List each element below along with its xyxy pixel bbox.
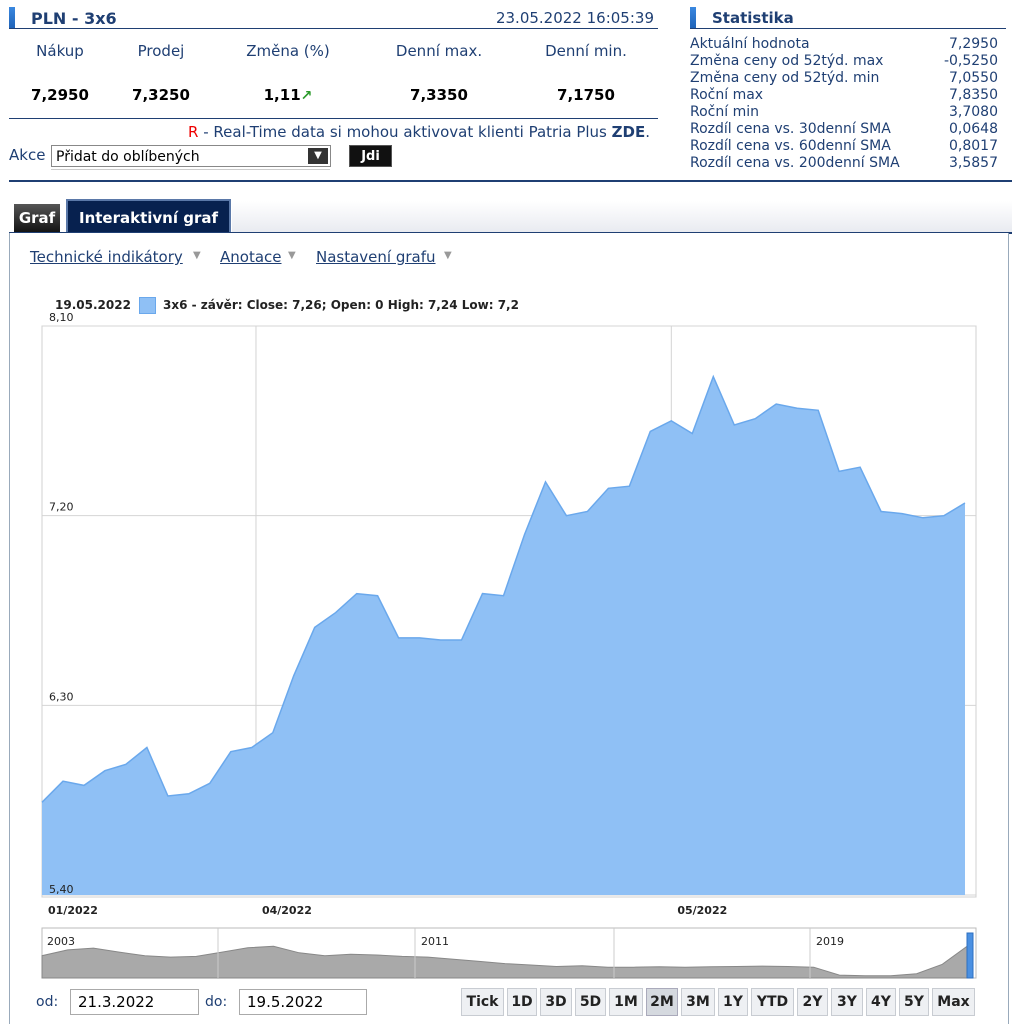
akce-label: Akce [9, 146, 46, 164]
stats-value: 0,0648 [949, 121, 998, 137]
stats-value: 0,8017 [949, 138, 998, 154]
quote-header: PLN - 3x6 23.05.2022 16:05:39 [9, 7, 658, 29]
stats-row: Rozdíl cena vs. 60denní SMA 0,8017 [690, 138, 998, 155]
top-separator [9, 180, 1012, 182]
stats-value: 3,7080 [949, 104, 998, 120]
stats-label: Rozdíl cena vs. 200denní SMA [690, 155, 900, 171]
stats-value: 7,8350 [949, 87, 998, 103]
range-button-3d[interactable]: 3D [540, 988, 572, 1016]
legend-text: 3x6 - závěr: Close: 7,26; Open: 0 High: … [163, 298, 519, 312]
stats-value: 3,5857 [949, 155, 998, 171]
range-button-2m[interactable]: 2M [646, 988, 678, 1016]
stats-row: Rozdíl cena vs. 200denní SMA 3,5857 [690, 155, 998, 172]
caret-down-icon: ▼ [193, 250, 201, 261]
value-denni-max: 7,3350 [410, 86, 468, 104]
header-nakup: Nákup [36, 42, 84, 60]
range-button-3y[interactable]: 3Y [831, 988, 863, 1016]
value-denni-min: 7,1750 [557, 86, 615, 104]
stats-value: -0,5250 [943, 53, 998, 69]
select-underline [51, 169, 330, 170]
stats-label: Roční min [690, 104, 759, 120]
stats-row: Změna ceny od 52týd. max -0,5250 [690, 53, 998, 70]
stats-row: Aktuální hodnota 7,2950 [690, 36, 998, 53]
range-button-2y[interactable]: 2Y [797, 988, 828, 1016]
range-button-ytd[interactable]: YTD [751, 988, 794, 1016]
range-button-1y[interactable]: 1Y [718, 988, 748, 1016]
chart-hover-date: 19.05.2022 [55, 298, 131, 312]
stats-row: Změna ceny od 52týd. min 7,0550 [690, 70, 998, 87]
header-accent-bar [9, 7, 15, 28]
stats-row: Rozdíl cena vs. 30denní SMA 0,0648 [690, 121, 998, 138]
caret-down-icon: ▼ [444, 250, 452, 261]
range-button-5y[interactable]: 5Y [899, 988, 929, 1016]
chart-settings-link[interactable]: Nastavení grafu [316, 248, 436, 266]
realtime-text: - Real-Time data si mohou aktivovat klie… [198, 123, 612, 141]
realtime-marker: R [188, 123, 199, 141]
akce-select[interactable]: Přidat do oblíbených ▼ [51, 145, 331, 167]
from-label: od: [36, 994, 59, 1010]
to-date-input[interactable]: 19.5.2022 [239, 989, 367, 1015]
stats-value: 7,2950 [949, 36, 998, 52]
stats-label: Rozdíl cena vs. 30denní SMA [690, 121, 891, 137]
stats-label: Změna ceny od 52týd. min [690, 70, 880, 86]
to-label: do: [205, 994, 228, 1010]
value-nakup: 7,2950 [31, 86, 89, 104]
go-button[interactable]: Jdi [349, 145, 392, 167]
range-button-max[interactable]: Max [932, 988, 975, 1016]
arrow-up-icon: ↗ [300, 88, 313, 104]
stats-value: 7,0550 [949, 70, 998, 86]
range-button-1d[interactable]: 1D [507, 988, 537, 1016]
range-button-4y[interactable]: 4Y [866, 988, 896, 1016]
chart-panel [9, 233, 1009, 1024]
stats-row: Roční max 7,8350 [690, 87, 998, 104]
header-zmena: Změna (%) [246, 42, 330, 60]
header-prodej: Prodej [137, 42, 185, 60]
quote-timestamp: 23.05.2022 16:05:39 [495, 9, 654, 27]
value-zmena: 1,11↗ [228, 86, 348, 104]
stats-label: Roční max [690, 87, 764, 103]
value-zmena-text: 1,11 [263, 86, 301, 104]
stats-title: Statistika [712, 9, 794, 27]
legend-swatch [139, 297, 156, 314]
range-button-1m[interactable]: 1M [609, 988, 643, 1016]
annotation-link[interactable]: Anotace [220, 248, 282, 266]
stats-label: Aktuální hodnota [690, 36, 810, 52]
quote-separator [9, 118, 658, 119]
tab-band [232, 201, 1012, 233]
realtime-note: R - Real-Time data si mohou aktivovat kl… [188, 123, 650, 141]
header-denni-max: Denní max. [395, 42, 483, 60]
quote-title: PLN - 3x6 [31, 9, 117, 28]
stats-label: Rozdíl cena vs. 60denní SMA [690, 138, 891, 154]
stats-header: Statistika [690, 7, 1006, 29]
technical-indicators-link[interactable]: Technické indikátory [30, 248, 183, 266]
dropdown-arrow-icon: ▼ [308, 148, 328, 164]
realtime-dot: . [645, 123, 650, 141]
from-date-input[interactable]: 21.3.2022 [70, 989, 199, 1015]
stats-label: Změna ceny od 52týd. max [690, 53, 884, 69]
tab-graf[interactable]: Graf [14, 204, 60, 233]
realtime-link[interactable]: ZDE [611, 123, 646, 141]
range-button-3m[interactable]: 3M [681, 988, 715, 1016]
range-button-5d[interactable]: 5D [575, 988, 606, 1016]
tab-interaktivni-graf[interactable]: Interaktivní graf [66, 199, 231, 233]
stats-row: Roční min 3,7080 [690, 104, 998, 121]
akce-selected-value: Přidat do oblíbených [56, 149, 200, 165]
stats-accent-bar [690, 7, 696, 28]
header-denni-min: Denní min. [545, 42, 627, 60]
caret-down-icon: ▼ [288, 250, 296, 261]
range-button-tick[interactable]: Tick [461, 988, 504, 1016]
value-prodej: 7,3250 [132, 86, 190, 104]
